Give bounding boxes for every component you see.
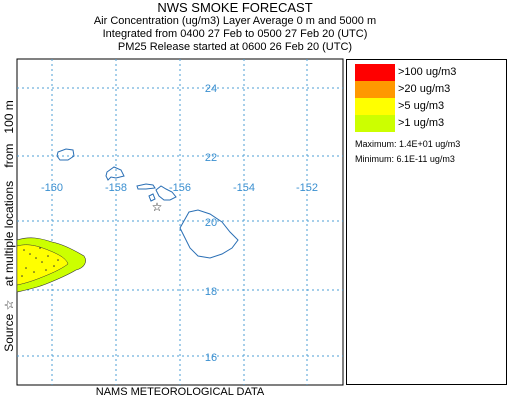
molokai-coast <box>136 183 156 190</box>
lon-label: -154 <box>233 182 255 194</box>
hawaii-coastlines <box>56 148 239 259</box>
lon-label: -152 <box>296 182 318 194</box>
maximum-value: Maximum: 1.4E+01 ug/m3 <box>355 139 461 149</box>
source-star-icon: ☆ <box>152 200 163 214</box>
release-start: PM25 Release started at 0600 26 Feb 20 (… <box>117 41 353 53</box>
lat-label: 18 <box>205 286 217 298</box>
lat-label: 20 <box>205 217 217 229</box>
integration-period: Integrated from 0400 27 Feb to 0500 27 F… <box>102 28 368 40</box>
lon-label: -156 <box>169 182 191 194</box>
legend-label: >5 ug/m3 <box>398 100 445 112</box>
legend-label: >20 ug/m3 <box>398 83 451 95</box>
kauai-coast <box>56 148 75 161</box>
legend-label: >1 ug/m3 <box>398 117 445 129</box>
concentration-subtitle: Air Concentration (ug/m3) Layer Average … <box>93 15 377 27</box>
lanai-coast <box>148 193 156 202</box>
latitude-gridlines <box>17 87 343 357</box>
legend-swatch <box>355 81 395 98</box>
legend-label: >100 ug/m3 <box>398 66 457 78</box>
lon-label: -158 <box>105 182 127 194</box>
legend-swatch <box>355 98 395 115</box>
big-island-coast <box>179 209 239 259</box>
smoke-plume <box>16 237 86 293</box>
legend-swatch <box>355 115 395 132</box>
concentration-legend: >100 ug/m3 >20 ug/m3 >5 ug/m3 >1 ug/m3 M… <box>346 59 507 385</box>
legend-swatch <box>355 64 395 81</box>
lon-label: -160 <box>41 182 63 194</box>
legend-item: >1 ug/m3 <box>355 115 505 132</box>
lat-label: 24 <box>205 83 217 95</box>
longitude-gridlines <box>51 59 308 385</box>
legend-item: >100 ug/m3 <box>355 64 505 81</box>
lat-label: 22 <box>205 152 217 164</box>
legend-item: >20 ug/m3 <box>355 81 505 98</box>
oahu-coast <box>105 166 125 181</box>
map-frame <box>16 58 344 386</box>
lat-label: 16 <box>205 352 217 364</box>
meteorological-data-label: NAMS METEOROLOGICAL DATA <box>95 386 265 398</box>
legend-item: >5 ug/m3 <box>355 98 505 115</box>
forecast-title: NWS SMOKE FORECAST <box>157 0 313 15</box>
minimum-value: Minimum: 6.1E-11 ug/m3 <box>355 154 455 164</box>
maui-coast <box>155 185 177 201</box>
